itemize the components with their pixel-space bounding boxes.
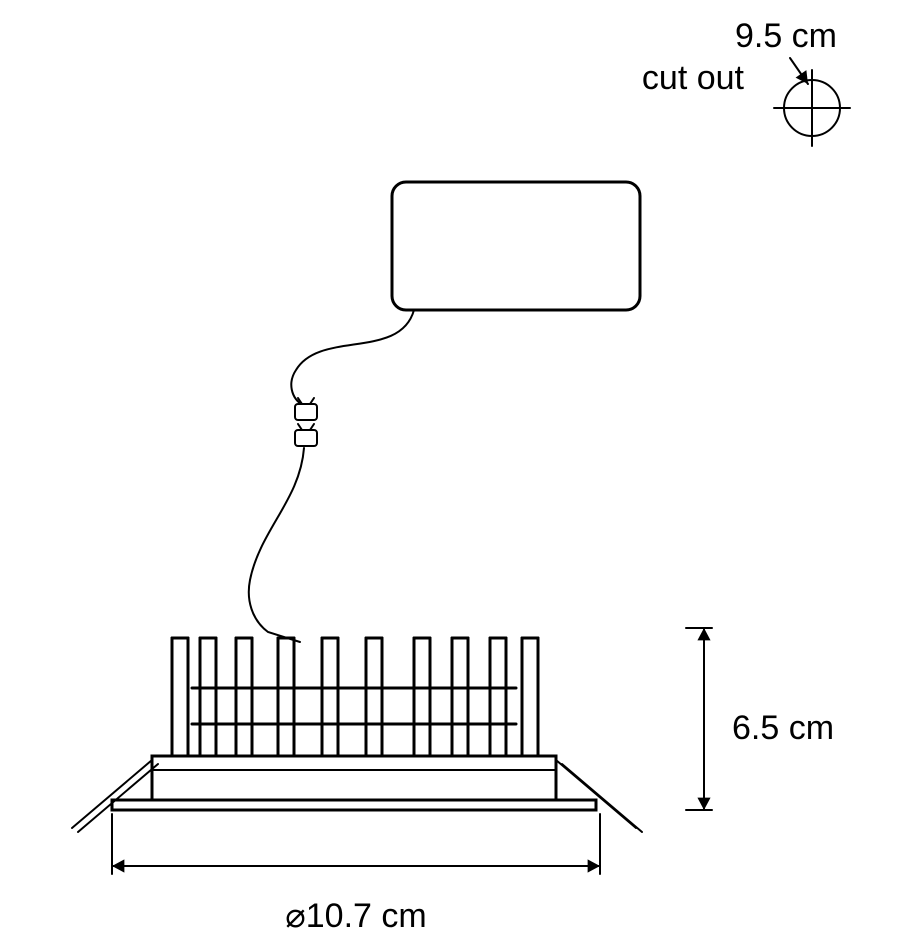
diameter-dim-label: ⌀10.7 cm	[285, 897, 426, 935]
cutout-text-label: cut out	[642, 59, 745, 97]
cutout-dim-label: 9.5 cm	[735, 17, 837, 55]
dim-height	[686, 628, 712, 810]
cutout-symbol	[774, 58, 850, 146]
driver-box	[392, 182, 640, 310]
height-dim-label: 6.5 cm	[732, 709, 834, 747]
dim-diameter	[112, 814, 600, 874]
fixture	[72, 638, 642, 832]
cable	[249, 310, 414, 642]
